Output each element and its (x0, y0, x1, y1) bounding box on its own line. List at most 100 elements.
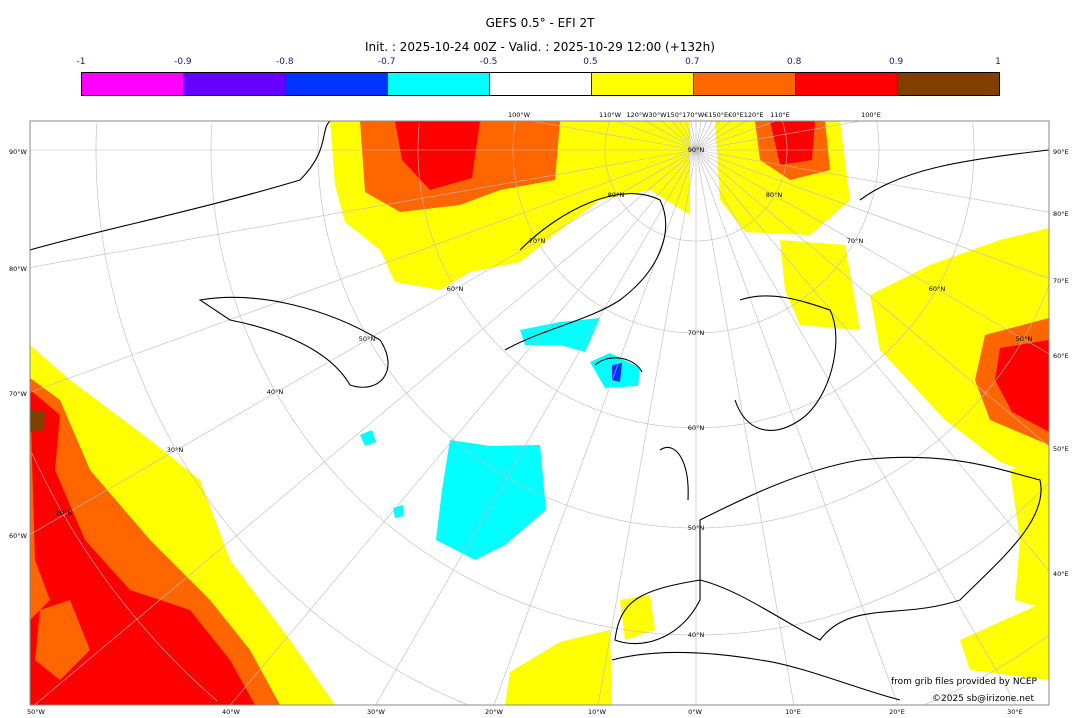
map-coordinate-label: 60°E (1053, 352, 1069, 360)
meridian-line (685, 121, 697, 151)
map-coordinate-label: 20°N (56, 509, 73, 517)
colorbar-tick-label: -0.7 (377, 57, 396, 67)
colorbar-swatch (82, 73, 184, 95)
map-coordinate-label: 80°W (9, 265, 28, 273)
colorbar-tick-label: -0.9 (174, 57, 192, 67)
latitude-line (925, 635, 1049, 705)
colorbar-swatch (592, 73, 694, 95)
map-coordinate-label: 80°N (608, 191, 625, 199)
map-coordinate-label: 40°W (222, 708, 241, 716)
map-coordinate-label: 100°W (508, 111, 531, 119)
colorbar-swatch (694, 73, 796, 95)
latitude-line (31, 452, 218, 702)
map-coordinate-label: 110°E (770, 111, 790, 119)
meridian-line (695, 149, 1049, 447)
meridian-line (30, 149, 697, 268)
map-coordinate-label: 20°W (485, 708, 504, 716)
map-coordinate-label: 110°W (599, 111, 622, 119)
meridian-line (695, 121, 747, 151)
colorbar-tick-label: 0.5 (583, 57, 598, 67)
map-coordinate-label: 30°N (167, 446, 184, 454)
efi-area-cyan (436, 440, 546, 560)
map-title: GEFS 0.5° - EFI 2T (485, 16, 595, 30)
colorbar-tick-label: 1 (995, 57, 1001, 67)
map-coordinate-label: 50°N (688, 524, 705, 532)
latitude-line (512, 121, 696, 334)
meridian-line (645, 121, 697, 151)
meridian-line (695, 121, 713, 151)
latitude-line (696, 121, 880, 334)
meridian-line (597, 149, 697, 705)
meridian-line (679, 121, 697, 151)
colorbar-tick-label: -0.5 (479, 57, 498, 67)
map-coordinate-label: 60°N (929, 285, 946, 293)
meridian-line (671, 121, 697, 151)
meridian-line (695, 149, 1049, 571)
efi-area-yellow (1010, 460, 1049, 610)
map-coordinate-label: 0°W (688, 708, 702, 716)
efi-area-orange (35, 600, 90, 680)
meridian-line (695, 121, 702, 151)
efi-area-brown (30, 410, 45, 432)
colorbar-tick-label: 0.8 (787, 57, 802, 67)
meridian-line (30, 149, 697, 535)
map-coordinate-label: 10°E (785, 708, 801, 716)
meridian-line (695, 121, 731, 151)
colorbar (81, 72, 1000, 96)
map-coordinate-label: 40°E (1053, 570, 1069, 578)
map-coordinate-label: 80°E (1053, 210, 1069, 218)
map-coordinate-label: 120°W30°W150°170°W€150°E€0°E120°E (626, 111, 763, 119)
meridian-line (616, 121, 697, 151)
colorbar-swatch (184, 73, 286, 95)
source-credit: from grib files provided by NCEP (891, 677, 1038, 687)
map-coordinate-label: 60°N (447, 285, 464, 293)
map-coordinate-label: 70°E (1053, 277, 1069, 285)
efi-area-yellow (960, 600, 1049, 680)
latitude-line (95, 123, 467, 705)
meridian-line (695, 121, 861, 151)
meridian-line (695, 121, 707, 151)
map-coordinate-label: 90°W (9, 148, 28, 156)
meridian-line (493, 149, 697, 705)
latitude-line (604, 121, 696, 242)
map-coordinate-label: 30°E (1007, 708, 1023, 716)
colorbar-swatch (490, 73, 592, 95)
map-coordinate-label: 20°E (889, 708, 905, 716)
efi-area-cyan (520, 318, 600, 352)
meridian-line (230, 149, 697, 705)
map-coordinate-label: 30°W (367, 708, 386, 716)
map-coordinate-label: 10°W (588, 708, 607, 716)
map-coordinate-label: 100°E (861, 111, 881, 119)
graticule (30, 121, 1049, 705)
map-coordinate-label: 50°N (359, 335, 376, 343)
meridian-line (375, 149, 697, 705)
map-coordinate-label: 90°E (1053, 148, 1069, 156)
map-frame (29, 120, 1050, 706)
efi-area-red (770, 121, 815, 165)
map-coordinate-label: 70°N (847, 237, 864, 245)
meridian-line (695, 149, 1017, 705)
latitude-line (696, 483, 1049, 636)
meridian-line (30, 149, 697, 393)
colorbar-swatch (898, 73, 999, 95)
efi-area-blue (612, 363, 622, 382)
map-coordinate-label: 40°N (688, 631, 705, 639)
colorbar-swatch (286, 73, 388, 95)
map-coordinate-label: 50°W (27, 708, 46, 716)
efi-area-cyan (360, 430, 376, 446)
meridian-line (695, 121, 776, 151)
meridian-line (695, 149, 1049, 279)
map-coordinate-label: 40°N (267, 388, 284, 396)
meridian-line (661, 121, 697, 151)
map-coordinate-label: 70°N (688, 329, 705, 337)
map-coordinate-label: 50°N (1016, 335, 1033, 343)
coastlines (30, 121, 1049, 701)
colorbar-tick-label: -1 (76, 57, 86, 67)
colorbar-swatch (796, 73, 898, 95)
meridian-line (690, 121, 697, 151)
meridian-line (695, 149, 1049, 355)
meridian-line (695, 149, 899, 705)
map-coordinate-label: 50°E (1053, 445, 1069, 453)
meridian-line (695, 149, 795, 705)
